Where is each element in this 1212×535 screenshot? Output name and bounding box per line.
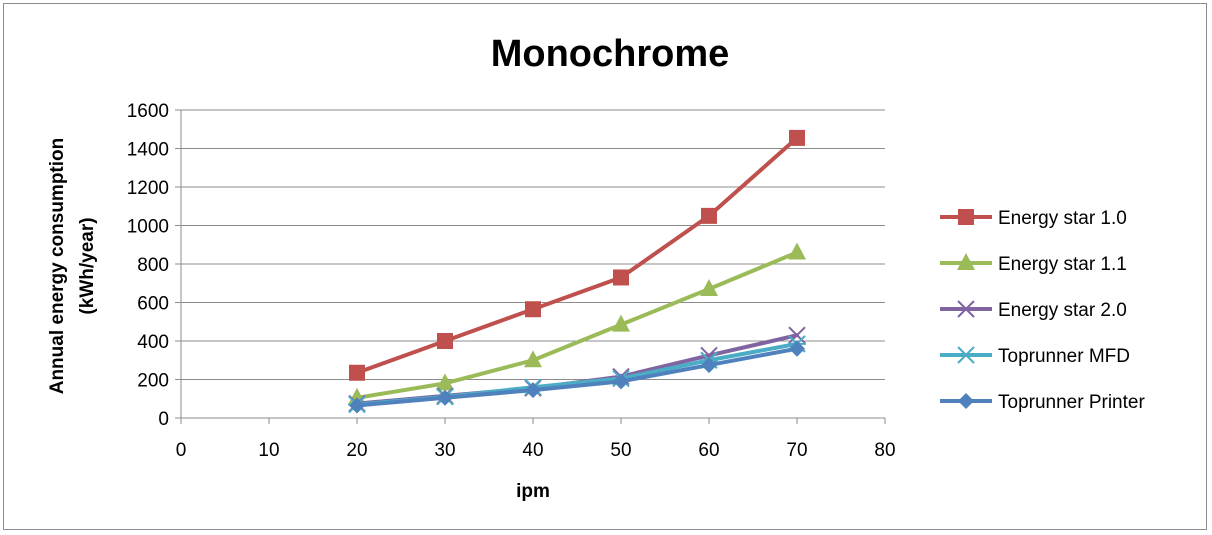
series xyxy=(348,129,806,414)
legend-label-toprunner-printer: Toprunner Printer xyxy=(998,392,1145,413)
legend-item-energy-star-1-0: Energy star 1.0 xyxy=(940,208,1127,229)
legend-marker-energy-star-2-0 xyxy=(957,300,975,318)
data-point-energy-star-1-1-4 xyxy=(700,279,718,297)
data-point-toprunner-printer-2 xyxy=(525,382,541,399)
data-point-toprunner-printer-4 xyxy=(701,357,717,374)
series-line-toprunner-mfd xyxy=(355,341,799,407)
y-axis-title-line-2: (kWh/year) xyxy=(77,217,98,314)
series-line-energy-star-1-0 xyxy=(355,135,799,375)
legend-item-energy-star-1-1: Energy star 1.1 xyxy=(940,253,1127,275)
data-point-toprunner-printer-5 xyxy=(789,340,805,357)
x-tick-label: 50 xyxy=(610,440,631,461)
data-point-energy-star-1-1-3 xyxy=(612,314,630,332)
legend-marker-energy-star-2-0-stroke-b xyxy=(957,300,975,318)
y-tick-label: 1000 xyxy=(127,217,169,238)
x-tick-label: 40 xyxy=(522,440,543,461)
series-line-toprunner-printer xyxy=(355,346,799,408)
y-tick-label: 1400 xyxy=(127,140,169,161)
series-line-energy-star-2-0 xyxy=(355,333,799,406)
data-point-energy-star-1-0-3 xyxy=(613,269,629,286)
legend-item-toprunner-mfd: Toprunner MFD xyxy=(940,346,1130,367)
data-point-toprunner-printer-3 xyxy=(613,373,629,390)
legend-label-energy-star-2-0: Energy star 2.0 xyxy=(998,300,1127,321)
y-tick-label: 600 xyxy=(137,294,169,315)
x-tick-label: 0 xyxy=(176,440,187,461)
x-axis-title: ipm xyxy=(516,481,550,502)
data-point-energy-star-1-0-0 xyxy=(349,364,365,381)
data-point-energy-star-1-1-5 xyxy=(788,242,806,260)
data-point-energy-star-1-1-2 xyxy=(524,350,542,368)
data-point-energy-star-2-0-5-stroke-b xyxy=(788,326,806,344)
y-tick-label: 0 xyxy=(158,409,169,430)
legend-marker-toprunner-mfd xyxy=(957,346,975,364)
x-tick-label: 30 xyxy=(434,440,455,461)
x-tick-label: 70 xyxy=(786,440,807,461)
y-tick-label: 1200 xyxy=(127,178,169,199)
legend-item-energy-star-2-0: Energy star 2.0 xyxy=(940,300,1127,321)
data-point-toprunner-printer-0 xyxy=(349,397,365,414)
legend-marker-energy-star-1-1 xyxy=(957,253,975,270)
series-line-energy-star-1-1 xyxy=(355,250,799,400)
legend-label-toprunner-mfd: Toprunner MFD xyxy=(998,346,1130,367)
data-point-energy-star-1-0-4 xyxy=(701,207,717,224)
legend: Energy star 1.0 Energy star 1.1 Energy sta… xyxy=(940,208,1145,413)
axes xyxy=(175,109,886,424)
y-axis-title-line-1: Annual energy consumption xyxy=(47,138,68,395)
data-point-energy-star-1-0-1 xyxy=(437,333,453,349)
legend-label-energy-star-1-1: Energy star 1.1 xyxy=(998,254,1127,275)
data-point-toprunner-printer-1 xyxy=(437,389,453,406)
x-tick-label: 60 xyxy=(698,440,719,461)
y-tick-label: 200 xyxy=(137,371,169,392)
legend-marker-toprunner-printer xyxy=(958,393,974,409)
data-point-energy-star-1-0-5 xyxy=(789,129,805,146)
tick-labels: 0 200 400 600 800 1000 1200 1400 1600 0 10 20 30 40 50… xyxy=(127,101,896,461)
chart-frame xyxy=(3,3,1207,530)
x-tick-label: 80 xyxy=(874,440,895,461)
data-point-energy-star-2-0-5 xyxy=(788,326,806,344)
legend-item-toprunner-printer: Toprunner Printer xyxy=(940,392,1145,413)
y-tick-label: 400 xyxy=(137,332,169,353)
legend-label-energy-star-1-0: Energy star 1.0 xyxy=(998,208,1127,229)
x-tick-label: 10 xyxy=(258,440,279,461)
y-tick-label: 800 xyxy=(137,255,169,276)
series-toprunner-printer xyxy=(349,340,805,414)
data-point-energy-star-1-0-2 xyxy=(525,301,541,318)
y-tick-label: 1600 xyxy=(127,101,169,122)
series-energy-star-1-0 xyxy=(349,129,805,381)
x-tick-label: 20 xyxy=(346,440,367,461)
y-axis-title: Annual energy consumption (kWh/year) xyxy=(47,138,98,395)
legend-marker-energy-star-1-0 xyxy=(958,209,974,225)
data-point-energy-star-1-1-1 xyxy=(436,373,454,391)
chart-title: Monochrome xyxy=(491,33,730,75)
